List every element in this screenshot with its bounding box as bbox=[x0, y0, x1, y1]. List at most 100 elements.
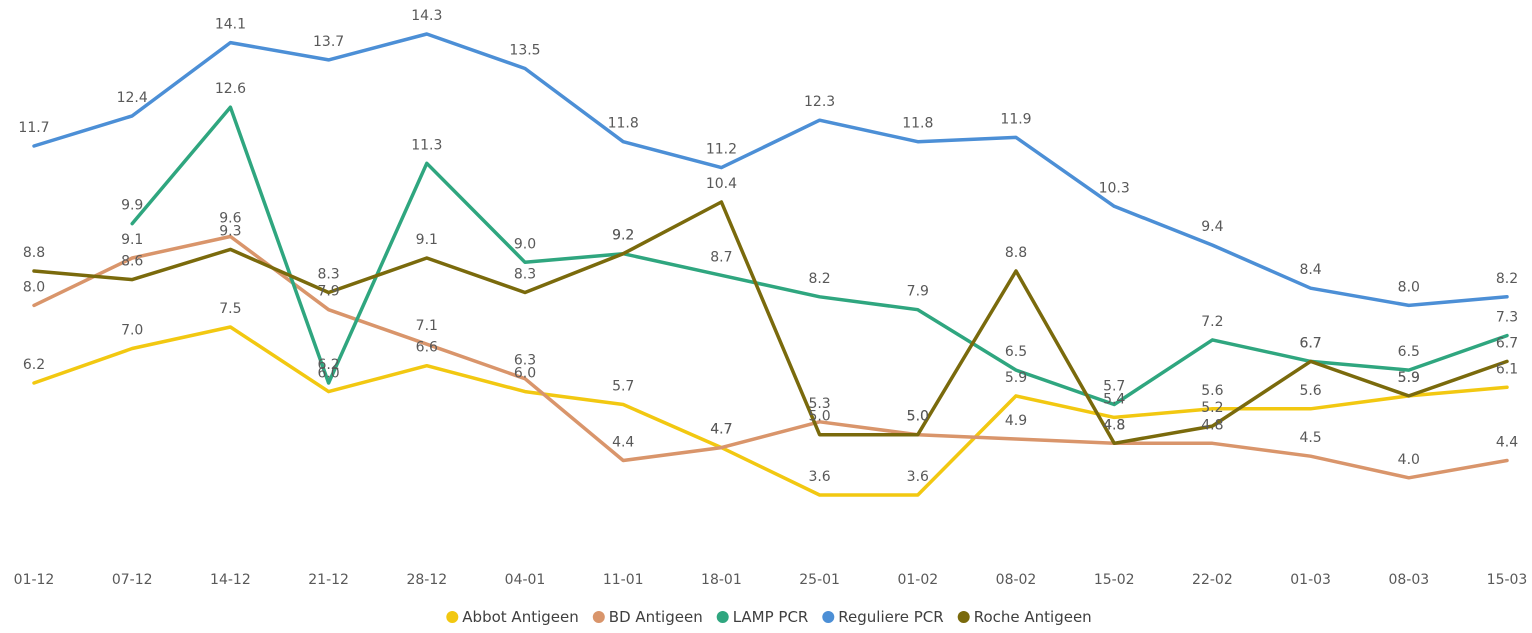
x-tick-label: 11-01 bbox=[603, 572, 644, 588]
data-label-bd-antigeen: 9.6 bbox=[219, 211, 241, 227]
data-label-abbot-antigeen: 5.6 bbox=[1201, 383, 1223, 399]
data-label-lamp-pcr: 8.7 bbox=[710, 249, 732, 265]
data-label-bd-antigeen: 4.9 bbox=[1005, 413, 1027, 429]
data-label-reguliere-pcr: 12.3 bbox=[804, 94, 835, 110]
data-label-reguliere-pcr: 8.2 bbox=[1496, 271, 1518, 287]
x-axis: 01-12 07-12 14-12 21-12 28-12 04-01 11-01 18-01… bbox=[14, 572, 1528, 588]
data-label-bd-antigeen: 4.8 bbox=[1201, 417, 1223, 433]
legend-label: Roche Antigeen bbox=[974, 608, 1092, 626]
legend-item-lamp-pcr: LAMP PCR bbox=[716, 608, 809, 626]
data-label-reguliere-pcr: 8.4 bbox=[1299, 262, 1321, 278]
x-tick-label: 22-02 bbox=[1192, 572, 1233, 588]
series-line-reguliere-pcr bbox=[32, 32, 1509, 308]
legend-marker bbox=[822, 611, 835, 623]
data-label-abbot-antigeen: 6.1 bbox=[1496, 361, 1518, 377]
data-label-lamp-pcr: 6.2 bbox=[317, 357, 339, 373]
data-label-reguliere-pcr: 11.2 bbox=[706, 142, 737, 158]
data-label-lamp-pcr: 7.3 bbox=[1496, 310, 1518, 326]
data-label-reguliere-pcr: 13.7 bbox=[313, 34, 344, 50]
data-label-lamp-pcr: 6.5 bbox=[1398, 344, 1420, 360]
legend-label: Reguliere PCR bbox=[838, 608, 943, 626]
series-lines bbox=[32, 32, 1509, 497]
data-label-roche-antigeen: 8.3 bbox=[514, 267, 536, 283]
data-label-reguliere-pcr: 14.1 bbox=[215, 17, 246, 33]
data-label-roche-antigeen: 6.7 bbox=[1496, 335, 1518, 351]
legend-item-bd-antigeen: BD Antigeen bbox=[592, 608, 703, 626]
data-label-lamp-pcr: 6.7 bbox=[1299, 335, 1321, 351]
data-label-bd-antigeen: 4.7 bbox=[710, 422, 732, 438]
series-line-bd-antigeen bbox=[32, 234, 1509, 480]
data-label-lamp-pcr: 11.3 bbox=[411, 137, 442, 153]
data-label-roche-antigeen: 8.3 bbox=[317, 267, 339, 283]
data-label-lamp-pcr: 6.5 bbox=[1005, 344, 1027, 360]
series-line-abbot-antigeen bbox=[32, 325, 1509, 497]
data-label-roche-antigeen: 6.7 bbox=[1299, 335, 1321, 351]
data-label-roche-antigeen: 9.1 bbox=[416, 232, 438, 248]
data-label-roche-antigeen: 5.0 bbox=[808, 409, 830, 425]
legend-item-reguliere-pcr: Reguliere PCR bbox=[822, 608, 944, 626]
data-label-reguliere-pcr: 11.8 bbox=[902, 116, 933, 132]
x-tick-label: 08-03 bbox=[1388, 572, 1429, 588]
data-label-lamp-pcr: 5.7 bbox=[1103, 379, 1125, 395]
data-label-reguliere-pcr: 8.0 bbox=[1398, 279, 1420, 295]
data-label-abbot-antigeen: 6.6 bbox=[416, 340, 438, 356]
data-label-reguliere-pcr: 13.5 bbox=[509, 43, 540, 59]
data-label-reguliere-pcr: 10.3 bbox=[1099, 180, 1130, 196]
data-label-roche-antigeen: 9.3 bbox=[219, 223, 241, 239]
data-label-reguliere-pcr: 11.7 bbox=[18, 120, 49, 136]
legend-marker bbox=[592, 611, 605, 623]
data-label-roche-antigeen: 8.8 bbox=[1005, 245, 1027, 261]
data-label-bd-antigeen: 4.0 bbox=[1398, 452, 1420, 468]
data-label-roche-antigeen: 10.4 bbox=[706, 176, 737, 192]
data-label-lamp-pcr: 8.2 bbox=[808, 271, 830, 287]
data-label-abbot-antigeen: 3.6 bbox=[907, 469, 929, 485]
data-label-roche-antigeen: 8.8 bbox=[23, 245, 45, 261]
legend: Abbot Antigeen BD Antigeen LAMP PCR Regulie… bbox=[446, 608, 1092, 626]
x-tick-label: 01-02 bbox=[897, 572, 938, 588]
data-label-lamp-pcr: 12.6 bbox=[215, 81, 246, 97]
x-tick-label: 07-12 bbox=[112, 572, 153, 588]
x-tick-label: 04-01 bbox=[505, 572, 546, 588]
legend-label: BD Antigeen bbox=[609, 608, 703, 626]
x-tick-label: 08-02 bbox=[996, 572, 1037, 588]
series-line-lamp-pcr bbox=[130, 105, 1509, 407]
data-label-roche-antigeen: 5.9 bbox=[1398, 370, 1420, 386]
data-label-abbot-antigeen: 4.7 bbox=[710, 422, 732, 438]
data-label-abbot-antigeen: 6.0 bbox=[317, 366, 339, 382]
data-label-lamp-pcr: 9.9 bbox=[121, 198, 143, 214]
series-line-roche-antigeen bbox=[32, 200, 1509, 446]
data-label-reguliere-pcr: 11.9 bbox=[1000, 111, 1031, 127]
data-label-abbot-antigeen: 7.5 bbox=[219, 301, 241, 317]
legend-item-roche-antigeen: Roche Antigeen bbox=[957, 608, 1092, 626]
data-label-abbot-antigeen: 3.6 bbox=[808, 469, 830, 485]
data-label-reguliere-pcr: 14.3 bbox=[411, 8, 442, 24]
data-label-bd-antigeen: 4.5 bbox=[1299, 430, 1321, 446]
data-label-abbot-antigeen: 5.4 bbox=[1103, 391, 1125, 407]
data-label-abbot-antigeen: 7.0 bbox=[121, 323, 143, 339]
x-tick-label: 28-12 bbox=[406, 572, 447, 588]
data-label-bd-antigeen: 7.1 bbox=[416, 318, 438, 334]
legend-marker bbox=[716, 611, 729, 623]
data-label-bd-antigeen: 4.4 bbox=[1496, 435, 1518, 451]
x-tick-label: 01-03 bbox=[1290, 572, 1331, 588]
data-label-abbot-antigeen: 5.6 bbox=[1299, 383, 1321, 399]
data-label-roche-antigeen: 5.2 bbox=[1201, 400, 1223, 416]
x-tick-label: 21-12 bbox=[308, 572, 349, 588]
data-label-roche-antigeen: 8.6 bbox=[121, 254, 143, 270]
legend-label: Abbot Antigeen bbox=[462, 608, 578, 626]
data-label-lamp-pcr: 9.2 bbox=[612, 228, 634, 244]
data-label-bd-antigeen: 4.4 bbox=[612, 435, 634, 451]
data-label-abbot-antigeen: 5.9 bbox=[1005, 370, 1027, 386]
data-label-reguliere-pcr: 11.8 bbox=[608, 116, 639, 132]
data-label-lamp-pcr: 9.0 bbox=[514, 236, 536, 252]
data-label-lamp-pcr: 7.2 bbox=[1201, 314, 1223, 330]
data-label-roche-antigeen: 5.0 bbox=[907, 409, 929, 425]
data-label-bd-antigeen: 5.0 bbox=[907, 409, 929, 425]
data-label-abbot-antigeen: 6.2 bbox=[23, 357, 45, 373]
x-tick-label: 14-12 bbox=[210, 572, 251, 588]
legend-label: LAMP PCR bbox=[733, 608, 809, 626]
data-label-roche-antigeen: 4.8 bbox=[1103, 417, 1125, 433]
data-labels: 6.27.07.56.06.66.05.74.73.6 3.65.95.45.6 5… bbox=[18, 8, 1518, 485]
